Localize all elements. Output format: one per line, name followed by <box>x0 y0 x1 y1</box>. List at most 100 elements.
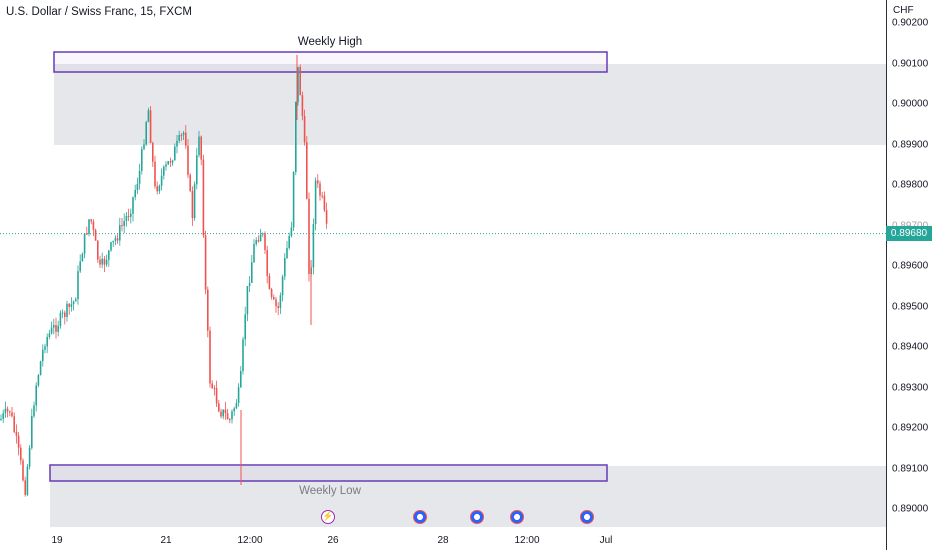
candle-body <box>37 375 40 386</box>
candle-body <box>235 403 238 409</box>
candle-body <box>147 110 150 123</box>
current-price-tag: 0.89680 <box>886 226 932 242</box>
candle-body <box>79 261 81 272</box>
candle-body <box>99 259 101 265</box>
candle-body <box>191 191 194 219</box>
candle-body <box>292 171 295 228</box>
us-flag-icon[interactable] <box>413 510 427 524</box>
candle-body <box>200 136 202 160</box>
candle-body <box>20 447 22 461</box>
candle-body <box>48 333 51 338</box>
candle-body <box>134 189 136 198</box>
price-tick-label: 0.89800 <box>892 179 929 191</box>
price-axis[interactable] <box>886 0 932 550</box>
candle-body <box>35 385 37 406</box>
candle-body <box>259 234 262 242</box>
us-flag-icon[interactable] <box>470 510 484 524</box>
candle-body <box>325 210 328 224</box>
price-tick-label: 0.89500 <box>892 301 929 312</box>
weekly-high-label: Weekly High <box>297 36 363 48</box>
candle-body <box>116 238 119 241</box>
candle-body <box>165 164 167 167</box>
candle-body <box>125 216 128 222</box>
candle-body <box>24 480 26 495</box>
candle-body <box>108 250 110 260</box>
candle-body <box>158 185 161 192</box>
candle-body <box>86 233 88 235</box>
candle-body <box>297 66 299 102</box>
candle-body <box>39 361 42 376</box>
candle-body <box>189 174 191 192</box>
candle-body <box>193 184 196 219</box>
price-tick-label: 0.89400 <box>892 341 929 353</box>
candle-body <box>187 145 189 175</box>
candle-body <box>237 387 240 404</box>
demand-zone[interactable] <box>50 466 886 527</box>
candle-body <box>88 219 90 235</box>
price-tick-label: 0.89900 <box>892 139 929 150</box>
candle-body <box>222 409 224 417</box>
candle-body <box>204 235 207 290</box>
candle-body <box>229 419 231 421</box>
candle-body <box>101 258 103 265</box>
price-tick-label: 0.90200 <box>892 17 929 29</box>
candle-body <box>312 224 315 268</box>
candle-body <box>295 101 297 172</box>
candle-body <box>114 238 117 241</box>
candle-body <box>105 259 108 265</box>
candle-body <box>132 197 134 214</box>
candle-body <box>145 122 147 145</box>
time-tick-label: 26 <box>327 535 339 546</box>
price-tick-label: 0.89300 <box>892 382 929 393</box>
candle-body <box>248 282 251 287</box>
candle-body <box>59 312 62 326</box>
candle-body <box>220 411 222 417</box>
candle-body <box>202 159 205 236</box>
candle-body <box>321 195 323 197</box>
candle-body <box>163 166 165 176</box>
candle-body <box>90 219 92 222</box>
candle-body <box>185 132 187 146</box>
lightning-icon[interactable]: ⚡ <box>321 510 335 524</box>
weekly-high-box[interactable] <box>53 51 608 73</box>
candle-body <box>33 405 35 417</box>
candle-body <box>75 299 77 302</box>
price-tick-label: 0.89200 <box>892 422 929 434</box>
us-flag-icon[interactable] <box>510 510 524 524</box>
candle-body <box>284 258 286 277</box>
candle-body <box>319 183 321 196</box>
candle-body <box>174 146 176 161</box>
candle-body <box>53 325 55 328</box>
candle-body <box>224 409 227 414</box>
candle-body <box>152 143 154 162</box>
candle-body <box>251 262 253 283</box>
us-flag-icon[interactable] <box>580 510 594 524</box>
currency-label: CHF <box>893 5 914 16</box>
time-tick-label: 12:00 <box>514 535 540 546</box>
supply-zone[interactable] <box>54 64 886 145</box>
chart-plot-area[interactable] <box>0 0 886 527</box>
candle-body <box>4 408 7 414</box>
candle-body <box>46 337 48 347</box>
candle-body <box>306 142 308 199</box>
candle-body <box>55 325 57 332</box>
candle-body <box>240 371 242 388</box>
candle-body <box>242 339 244 372</box>
symbol-title[interactable]: U.S. Dollar / Swiss Franc, 15, FXCM <box>6 6 192 18</box>
candle-body <box>42 349 44 362</box>
candle-body <box>169 161 172 163</box>
candle-body <box>68 303 70 307</box>
candle-body <box>182 132 185 136</box>
candle-body <box>11 412 13 417</box>
candle-body <box>211 383 213 389</box>
candle-body <box>257 240 260 242</box>
candle-body <box>301 95 304 116</box>
time-tick-label: Jul <box>599 535 613 546</box>
candle-body <box>264 233 266 251</box>
weekly-low-box[interactable] <box>49 464 608 482</box>
candle-body <box>176 140 178 147</box>
candle-body <box>130 213 132 217</box>
candle-body <box>94 229 97 241</box>
candle-body <box>180 135 183 137</box>
time-tick-label: 12:00 <box>237 535 263 546</box>
